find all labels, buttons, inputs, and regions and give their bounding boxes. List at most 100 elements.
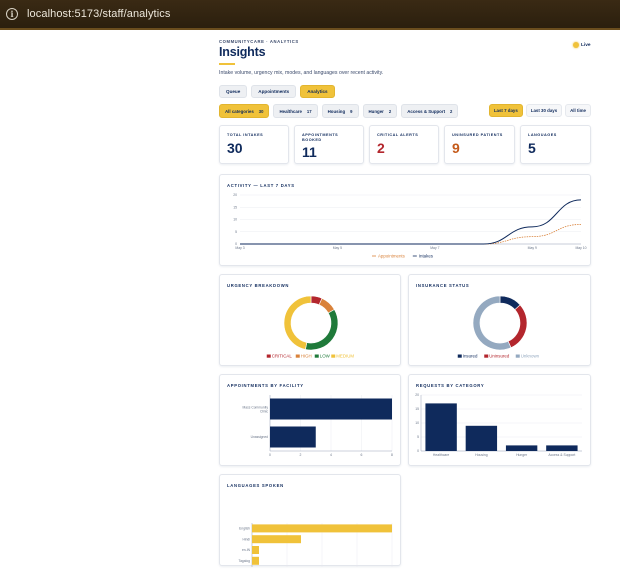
- y-tick-label: 5: [235, 230, 237, 234]
- x-tick-label: May 3: [235, 246, 244, 250]
- legend-label: Intakes: [419, 254, 434, 259]
- y-tick-label: Clinic: [260, 410, 268, 414]
- stat-card-uninsured-patients: UNINSURED PATIENTS 9: [444, 125, 515, 164]
- y-tick-label: 20: [415, 393, 419, 397]
- stat-label: APPOINTMENTS BOOKED: [302, 133, 339, 142]
- x-tick-label: May 5: [333, 246, 342, 250]
- y-tick-label: 15: [415, 407, 419, 411]
- stat-value: 2: [377, 140, 385, 156]
- legend-swatch: [314, 354, 319, 358]
- range-last-30-days[interactable]: Last 30 days: [525, 104, 563, 117]
- legend-label: Insured: [463, 353, 478, 358]
- urgency-donut-chart: CRITICAL HIGH LOW MEDIUM: [266, 295, 354, 358]
- legend-label: LOW: [320, 353, 331, 358]
- chart-title: URGENCY BREAKDOWN: [227, 283, 290, 288]
- tab-analytics[interactable]: Analytics: [300, 85, 335, 98]
- y-tick-label: 15: [233, 205, 237, 209]
- category-filters: All categories 30 Healthcare 17 Housing …: [219, 104, 459, 118]
- legend-swatch: [457, 354, 462, 358]
- filter-label: All categories: [225, 108, 254, 114]
- insurance-donut-chart: Insured Uninsured Unknown: [457, 295, 540, 358]
- activity-line-chart: 0 5 10 15 20 May 3 May 5 May 7 May 9 May 10 Appoin…: [233, 193, 586, 259]
- chart-title: LANGUAGES SPOKEN: [227, 483, 284, 488]
- filter-hunger[interactable]: Hunger 2: [362, 104, 398, 118]
- stat-card-appointments-booked: APPOINTMENTS BOOKED 11: [294, 125, 364, 164]
- bar-hunger: [505, 445, 538, 451]
- y-tick-label: Hindi: [242, 537, 250, 541]
- filter-count: 30: [258, 108, 264, 114]
- bar-en-in: [252, 546, 259, 554]
- x-tick-label: May 7: [430, 246, 439, 250]
- x-tick-label: Healthcare: [433, 453, 450, 457]
- page-title: Insights: [219, 45, 266, 59]
- time-range-selector: Last 7 days Last 30 days All time: [488, 104, 591, 117]
- languages-bar-chart: 05101520EnglishHindien-INTagalogTagalog/…: [238, 523, 393, 567]
- tab-appointments[interactable]: Appointments: [251, 85, 297, 98]
- urgency-chart-card: URGENCY BREAKDOWN CRITICAL HIGH LOW MEDIUM: [219, 274, 401, 366]
- insurance-chart-card: INSURANCE STATUS Insured Uninsured Unknown: [408, 274, 591, 366]
- url-text[interactable]: localhost:5173/staff/analytics: [27, 8, 171, 20]
- site-info-icon[interactable]: i: [6, 8, 18, 20]
- x-tick-label: May 10: [575, 246, 586, 250]
- bar-access-support: [546, 445, 578, 451]
- languages-chart-card: LANGUAGES SPOKEN 05101520EnglishHindien-…: [219, 474, 401, 567]
- stat-value: 5: [528, 140, 536, 156]
- category-chart-card: REQUESTS BY CATEGORY 0 5 10 15 20 Healthcare H…: [408, 374, 591, 466]
- bar-hindi: [252, 535, 301, 544]
- live-dot-icon: [573, 42, 579, 48]
- stat-card-languages: LANGUAGES 5: [520, 125, 591, 164]
- filter-count: 17: [306, 108, 312, 114]
- x-tick-label: Access & Support: [548, 453, 575, 457]
- stat-value: 9: [452, 140, 460, 156]
- y-tick-label: en-IN: [242, 548, 251, 552]
- chart-title: APPOINTMENTS BY FACILITY: [227, 383, 304, 388]
- activity-chart-card: ACTIVITY — LAST 7 DAYS 0 5 10 15 20 May 3 May …: [219, 174, 591, 266]
- filter-healthcare[interactable]: Healthcare 17: [273, 104, 318, 118]
- eyebrow-label: COMMUNITYCARE · ANALYTICS: [219, 39, 299, 44]
- y-tick-label: 5: [417, 435, 419, 439]
- bar-tagalog: [252, 556, 259, 565]
- page-subtitle: Intake volume, urgency mix, modes, and l…: [219, 70, 384, 76]
- bar-unassigned: [270, 426, 316, 448]
- bar-english: [252, 524, 392, 533]
- tab-queue[interactable]: Queue: [219, 85, 248, 98]
- legend-label: Appointments: [378, 254, 406, 259]
- y-tick-label: 0: [417, 449, 419, 453]
- filter-label: Access & Support: [407, 108, 446, 114]
- legend-swatch: [295, 354, 300, 358]
- category-bar-chart: 0 5 10 15 20 Healthcare Housing Hunger Access & …: [415, 393, 582, 457]
- filter-access-support[interactable]: Access & Support 2: [401, 104, 459, 118]
- y-tick-label: Mass Community: [243, 406, 269, 410]
- range-last-7-days[interactable]: Last 7 days: [488, 104, 523, 117]
- legend-swatch: [484, 354, 489, 358]
- series-line-intakes: [240, 199, 582, 245]
- filter-all-categories[interactable]: All categories 30: [219, 104, 270, 118]
- chart-title: REQUESTS BY CATEGORY: [416, 383, 485, 388]
- url-area[interactable]: i localhost:5173/staff/analytics: [6, 5, 170, 23]
- filter-housing[interactable]: Housing 9: [321, 104, 359, 118]
- chart-title: INSURANCE STATUS: [416, 283, 470, 288]
- y-tick-label: 20: [233, 193, 237, 197]
- legend-label: Unknown: [521, 353, 540, 358]
- donut-slice-uninsured: [507, 304, 528, 349]
- legend-label: MEDIUM: [336, 353, 354, 358]
- title-underline: [219, 63, 235, 65]
- x-tick-label: 6: [361, 453, 363, 457]
- x-tick-label: 8: [391, 453, 393, 457]
- stat-label: UNINSURED PATIENTS: [452, 133, 503, 137]
- y-tick-label: Unassigned: [251, 435, 269, 439]
- live-indicator: Live: [573, 42, 591, 48]
- range-all-time[interactable]: All time: [565, 104, 591, 117]
- y-tick-label: 10: [415, 421, 419, 425]
- filter-count: 2: [388, 108, 392, 114]
- stat-label: TOTAL INTAKES: [227, 133, 264, 137]
- stat-card-critical-alerts: CRITICAL ALERTS 2: [369, 125, 439, 164]
- x-tick-label: 4: [330, 453, 332, 457]
- filter-label: Hunger: [368, 108, 384, 114]
- donut-slice-unknown: [472, 295, 512, 351]
- legend-swatch: [266, 354, 271, 358]
- legend-swatch: [331, 354, 336, 358]
- stat-card-total-intakes: TOTAL INTAKES 30: [219, 125, 289, 164]
- y-tick-label: Tagalog: [238, 559, 250, 563]
- x-tick-label: Hunger: [516, 453, 528, 457]
